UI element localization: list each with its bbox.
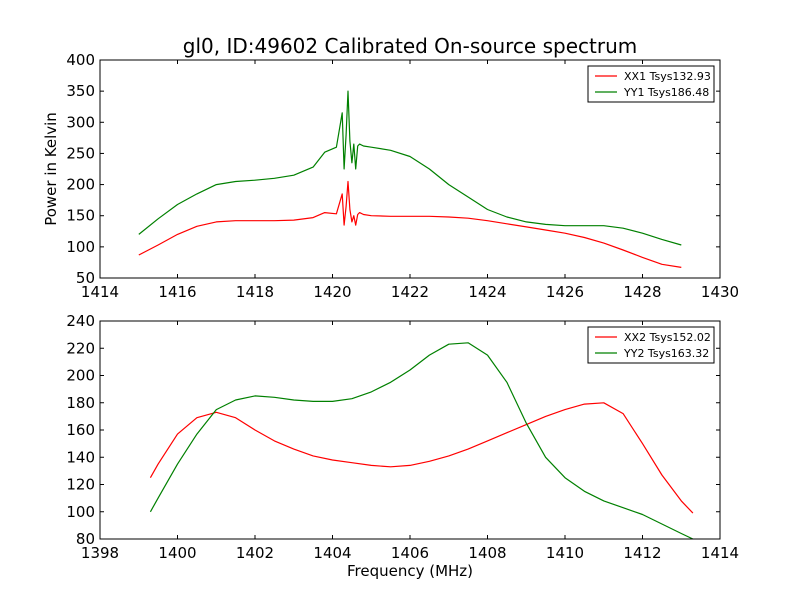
series-lines: [138, 90, 682, 268]
x-tick-label: 1420: [313, 283, 351, 301]
series-line-1-0: [149, 402, 694, 514]
series-line-1-1: [149, 342, 694, 539]
x-tick-label: 1414: [81, 283, 119, 301]
legend: XX2 Tsys152.02 YY2 Tsys163.32: [587, 326, 715, 364]
chart-title: gl0, ID:49602 Calibrated On-source spect…: [183, 34, 637, 58]
series-lines: [149, 342, 694, 539]
y-tick-label: 100: [66, 503, 95, 521]
x-tick-label: 1426: [546, 283, 584, 301]
y-tick-label: 180: [66, 394, 95, 412]
top-spectrum-plot: 1414 1416 1418 1420 1422 1424 1426 1428 1430 50 10…: [66, 51, 739, 301]
x-tick-label: 1404: [313, 544, 351, 562]
x-tick-label: 1398: [81, 544, 119, 562]
x-tick-label: 1416: [158, 283, 196, 301]
x-tick-label: 1414: [701, 544, 739, 562]
y-tick-label: 220: [66, 339, 95, 357]
x-tick-label: 1412: [623, 544, 661, 562]
x-axis-label: Frequency (MHz): [347, 562, 473, 580]
x-tick-label: 1406: [391, 544, 429, 562]
y-tick-label: 300: [66, 113, 95, 131]
x-tick-label: 1400: [158, 544, 196, 562]
y-tick-label: 150: [66, 207, 95, 225]
x-tick-label: 1408: [468, 544, 506, 562]
y-tick-label: 240: [66, 312, 95, 330]
x-tick-label: 1402: [236, 544, 274, 562]
y-tick-label: 160: [66, 421, 95, 439]
y-tick-label: 100: [66, 238, 95, 256]
y-tick-label: 80: [76, 530, 95, 548]
x-tick-label: 1428: [623, 283, 661, 301]
y-tick-label: 140: [66, 448, 95, 466]
y-tick-label: 200: [66, 367, 95, 385]
legend-label: YY1 Tsys186.48: [623, 86, 709, 99]
x-tick-label: 1430: [701, 283, 739, 301]
legend-label: XX1 Tsys132.93: [624, 70, 711, 83]
bottom-spectrum-plot: 1398 1400 1402 1404 1406 1408 1410 1412 1414 80 10…: [66, 312, 739, 562]
y-tick-label: 350: [66, 82, 95, 100]
legend-box: [587, 326, 715, 364]
series-line-0-0: [138, 180, 682, 268]
x-tick-label: 1418: [236, 283, 274, 301]
legend-label: XX2 Tsys152.02: [624, 331, 711, 344]
y-tick-label: 400: [66, 51, 95, 69]
y-tick-label: 200: [66, 176, 95, 194]
y-tick-label: 250: [66, 144, 95, 162]
y-axis-label: Power in Kelvin: [42, 112, 60, 226]
legend-label: YY2 Tsys163.32: [623, 347, 709, 360]
series-line-0-1: [138, 90, 682, 246]
legend-box: [587, 65, 715, 103]
x-tick-label: 1422: [391, 283, 429, 301]
y-tick-label: 120: [66, 476, 95, 494]
y-tick-label: 50: [76, 269, 95, 287]
x-tick-label: 1410: [546, 544, 584, 562]
legend: XX1 Tsys132.93 YY1 Tsys186.48: [587, 65, 715, 103]
x-tick-label: 1424: [468, 283, 506, 301]
